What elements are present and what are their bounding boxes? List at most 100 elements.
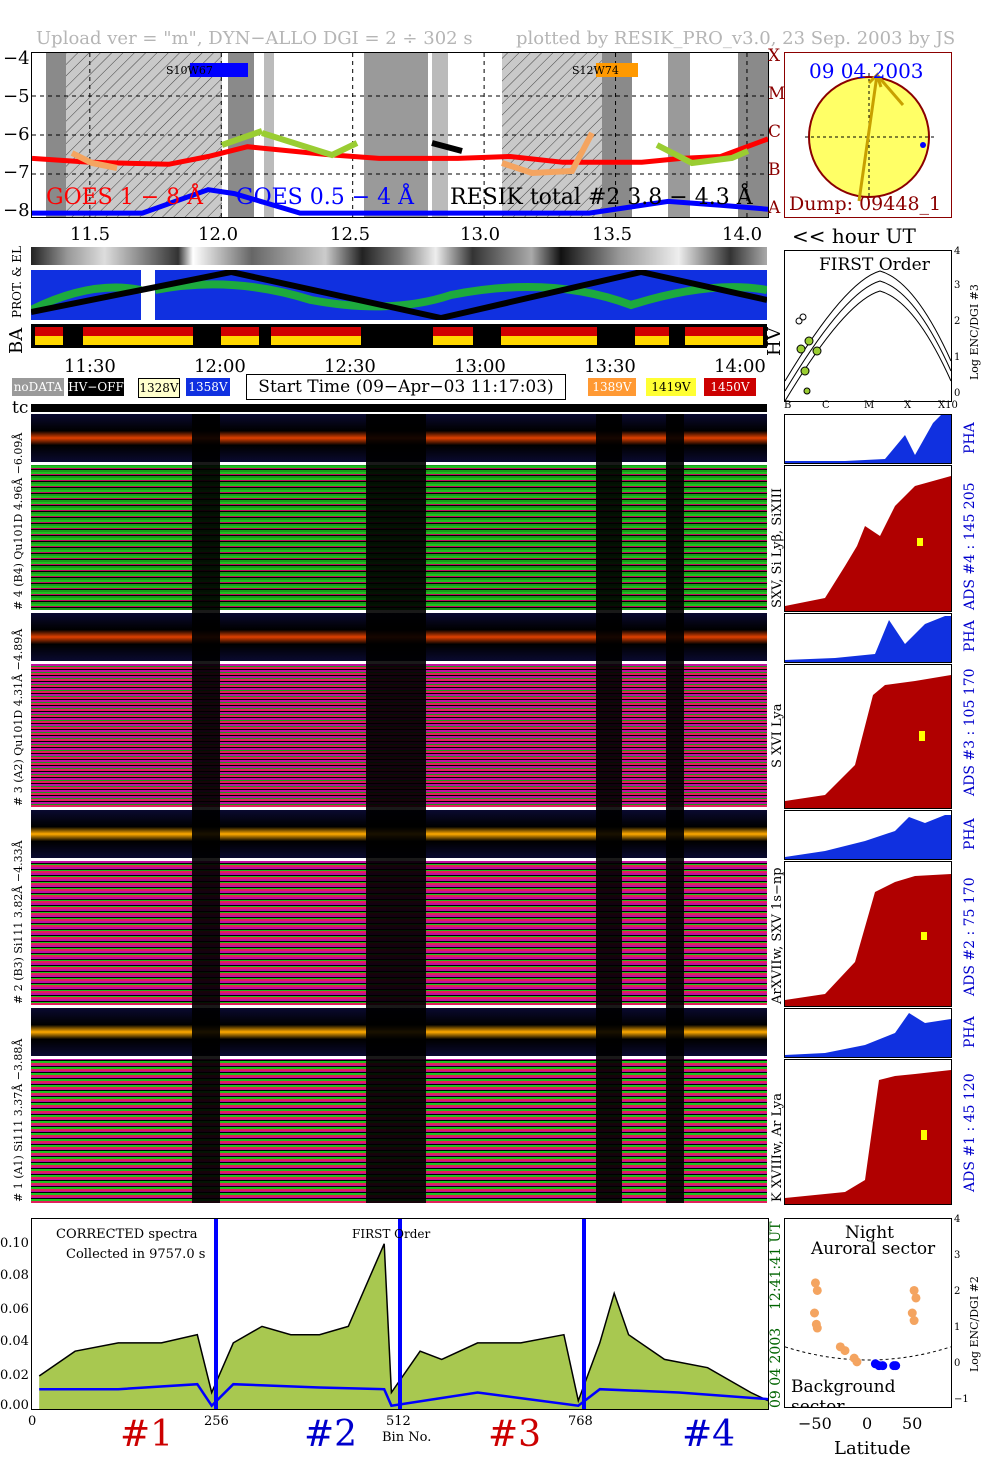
gap-column [666,414,684,1203]
goes-ytick: −7 [3,162,30,183]
legend-v450: 1450V [704,378,756,396]
ads-label-3: ADS #3 : 105 170 [962,668,978,796]
latitude-point [909,1316,919,1326]
spec-ytick: 0.02 [0,1368,29,1383]
spec-side-date: 09 04 2003 [768,1327,784,1408]
first-order-ytick: 3 [954,280,961,291]
time-tick: 13:30 [584,356,636,377]
time-tick: 13:00 [454,356,506,377]
channel-range-3: # 3 (A2) Qu101D 4.31Å −4.89Å [12,628,25,806]
legend-v328: 1328V [138,378,180,398]
lines-label-1: K XVIIIw, Ar Lya [770,1093,785,1202]
lines-label-2: ArXVIIw, SXV 1s−np [770,867,785,1004]
lat-xtick: 0 [862,1414,873,1433]
latitude-point [891,1361,901,1371]
channel-label: #1 [120,1414,174,1455]
time-tick: 12:00 [194,356,246,377]
ads-panel-1 [784,1059,952,1205]
channel-label: #4 [682,1414,736,1455]
spec-ytick: 0.04 [0,1334,29,1349]
legend-hvoff: HV−OFF [68,378,124,396]
channel-range-2: # 2 (B3) Si111 3.82Å −4.33Å [12,840,25,1004]
flare-class: C [768,122,782,142]
lines-label-4: SXV, Si Lyβ, SiXIII [770,488,785,608]
first-order-ytick: 0 [954,388,961,399]
latitude-point [810,1308,820,1318]
legend-resik: RESIK total #2 3.8 − 4.3 Å [450,185,753,210]
header-left: Upload ver = "m", DYN−ALLO DGI = 2 ÷ 302… [36,28,473,49]
goes-ytick: −4 [3,48,30,69]
lat-ytick: −1 [954,1394,969,1405]
resik-segment [655,142,750,167]
spec-xtick: 512 [386,1414,411,1429]
goes-xtick: 14.0 [722,224,763,245]
ba-bar [31,324,767,348]
ads-panel-4 [784,465,952,612]
latitude-point [812,1285,822,1295]
spec-xtick: 768 [568,1414,593,1429]
latitude-point [852,1357,862,1367]
goes-plot: S10W67 S12W74 [32,53,768,217]
spectrum-plot [38,1219,768,1409]
background-curve [785,1346,951,1361]
first-order-xtick: X10 [938,400,958,411]
lat-xlabel: Latitude [834,1438,911,1459]
pha-hist-3 [784,613,952,663]
gray-strip [31,247,767,265]
channel-range-4: # 4 (B4) Qu101D 4.96Å −6.09Å [12,432,25,610]
first-order-spec-label: FIRST Order [352,1227,431,1241]
lat-ytick: 2 [954,1286,961,1297]
first-order-ytick: 2 [954,316,961,327]
spec-xtick: 0 [28,1414,37,1429]
goes-xtick: 13.5 [592,224,633,245]
spectrum-black-line [38,1243,768,1404]
spec-ytick: 0.08 [0,1268,29,1283]
latitude-point [840,1346,850,1356]
lat-ytick: 0 [954,1358,961,1369]
pha-hist-1 [784,1008,952,1058]
goes-ytick: −8 [3,200,30,221]
resik-segment [261,130,359,159]
label-ba: BA [6,327,27,354]
header-right: plotted by RESIK_PRO_v3.0, 23 Sep. 2003 … [516,28,956,49]
lat-ytick: 3 [954,1250,961,1261]
lat-title-2: Auroral sector [811,1239,936,1259]
latitude-plot [785,1278,951,1371]
resik-segment [221,128,263,148]
goes-xtick: 13.0 [460,224,501,245]
legend-v358: 1358V [186,378,230,396]
region-b-bar [596,63,638,77]
region-a-label: S10W67 [166,64,213,77]
goes-xtick: 12.0 [198,224,239,245]
goes-long-line [32,136,768,167]
first-order-ylabel: Log ENC/DGI #3 [968,284,981,380]
spec-xtick: 256 [204,1414,229,1429]
legend-v389: 1389V [588,378,636,396]
region-a-bar [190,63,248,77]
channel-range-1: # 1 (A1) Si111 3.37Å −3.88Å [12,1038,25,1202]
resik-segment [501,131,595,177]
goes-xtick: 11.5 [70,224,111,245]
ads-panel-3 [784,664,952,809]
label-prot: PROT. & EL [10,245,24,318]
hour-ut-label: << hour UT [792,224,916,248]
goes-xtick: 12.5 [330,224,371,245]
legend-goes-short: GOES 0.5 − 4 Å [236,185,415,210]
spectrum-panel: CORRECTED spectra Collected in 9757.0 s … [31,1218,769,1410]
goes-grid [32,53,768,217]
lat-title-1: Night [845,1223,894,1243]
corrected-label: CORRECTED spectra [56,1227,198,1242]
pha-label-2: PHA [962,818,978,850]
latitude-panel: Night Auroral sector Background sector [784,1218,952,1408]
first-order-ytick: 4 [954,246,961,257]
time-tick: 14:00 [714,356,766,377]
start-time: Start Time (09−Apr−03 11:17:03) [246,374,566,400]
lat-xtick: −50 [798,1414,832,1433]
lat-ytick: 4 [954,1214,961,1225]
orbit-map [31,270,767,320]
latitude-point [878,1361,888,1371]
sun-dump: Dump: 09448_1 [789,193,942,215]
channel-label: #3 [488,1414,542,1455]
lat-bottom: Background sector [791,1377,896,1408]
gap-column [192,414,220,1203]
